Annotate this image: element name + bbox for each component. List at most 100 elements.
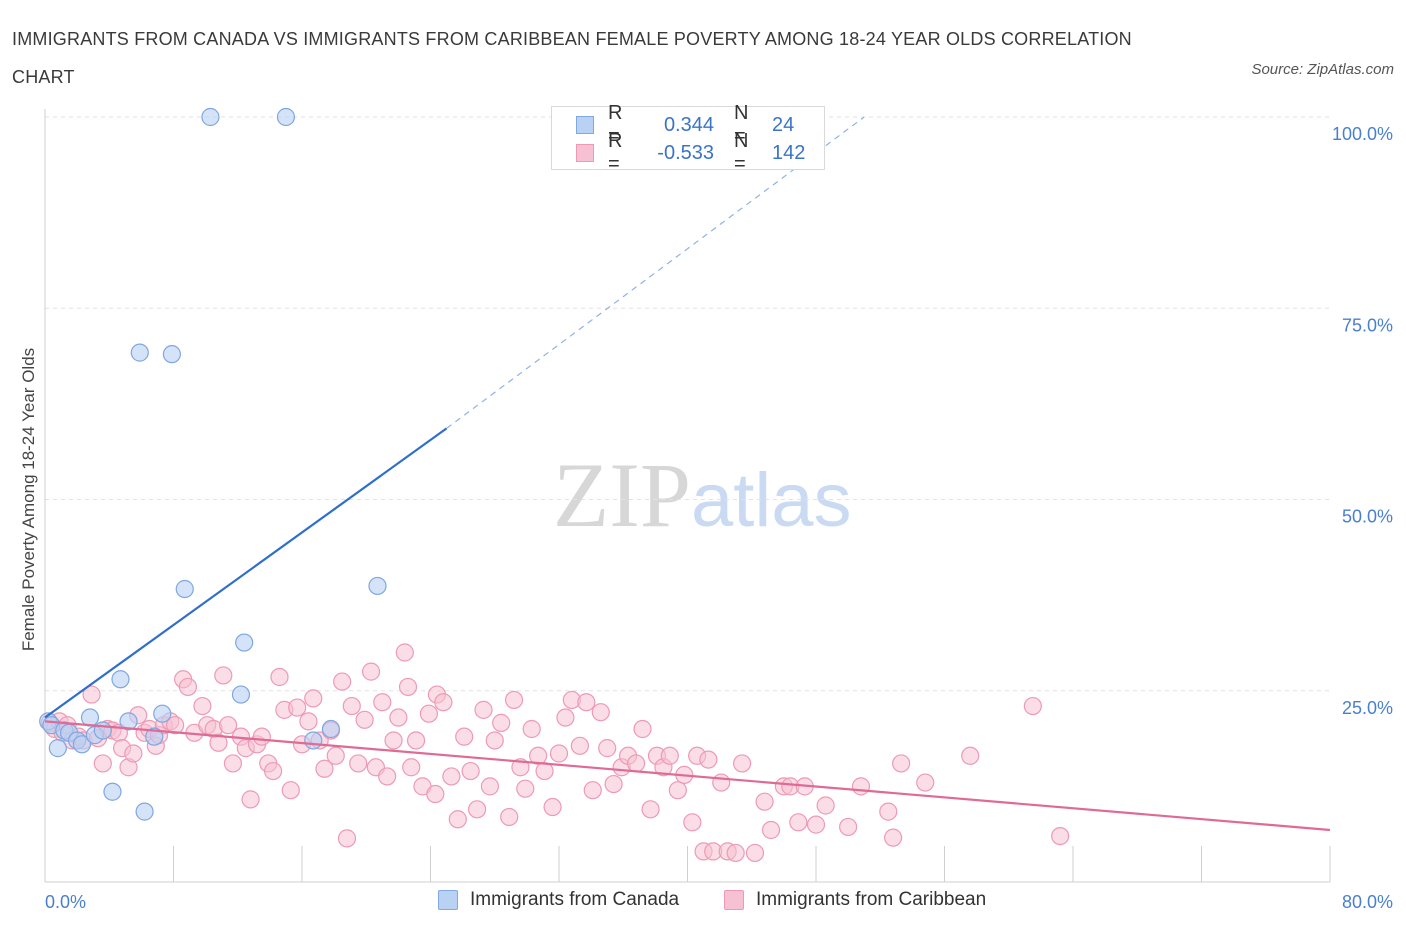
legend-caribbean[interactable]: Immigrants from Caribbean [724, 889, 986, 911]
canada-point-17 [162, 345, 181, 364]
caribbean-point-90 [549, 744, 569, 763]
legend-canada[interactable]: Immigrants from Canada [438, 889, 679, 911]
source-note: Source: ZipAtlas.com [1251, 61, 1394, 78]
y-tick-label-2: 75.0% [1342, 315, 1393, 335]
caribbean-point-118 [745, 843, 765, 863]
y-tick-label-1: 50.0% [1342, 507, 1393, 527]
caribbean-point-33 [219, 716, 238, 735]
caribbean-trend-line [44, 720, 1331, 832]
caribbean-point-135 [1051, 826, 1070, 846]
canada-r-key: R = [608, 102, 623, 147]
caribbean-point-119 [755, 792, 774, 811]
canada-n-value: 24 [772, 113, 795, 136]
caribbean-point-120 [761, 820, 781, 840]
caribbean-point-28 [193, 696, 212, 716]
caribbean-point-57 [355, 710, 374, 729]
caribbean-point-63 [389, 708, 408, 727]
caribbean-point-77 [467, 800, 487, 819]
caribbean-point-112 [699, 750, 718, 769]
canada-n-key: N = [734, 102, 749, 147]
caribbean-point-116 [726, 843, 745, 863]
caribbean-point-125 [806, 815, 826, 834]
caribbean-point-98 [604, 774, 623, 794]
canada-point-24 [321, 719, 341, 739]
caribbean-point-50 [315, 759, 334, 778]
caribbean-point-76 [461, 761, 480, 781]
caribbean-point-53 [333, 672, 352, 691]
caribbean-point-107 [668, 781, 687, 800]
y-axis-label: Female Poverty Among 18-24 Year Olds [19, 348, 38, 651]
caribbean-point-60 [373, 693, 392, 712]
caribbean-point-64 [395, 643, 414, 662]
watermark-atlas: atlas [691, 458, 852, 543]
caribbean-point-96 [591, 703, 610, 722]
caribbean-point-34 [223, 754, 243, 773]
caribbean-point-8 [82, 685, 101, 704]
canada-point-25 [368, 576, 387, 596]
legend-caribbean-swatch [724, 890, 744, 910]
caribbean-point-44 [281, 781, 300, 800]
caribbean-point-39 [252, 727, 271, 746]
caribbean-point-102 [633, 719, 652, 739]
canada-r-value: 0.344 [663, 113, 714, 136]
canada-point-16 [153, 704, 172, 723]
caribbean-r-key: R = [608, 130, 623, 175]
canada-point-7 [80, 708, 100, 727]
caribbean-point-74 [448, 810, 467, 829]
canada-point-14 [135, 802, 154, 821]
caribbean-point-72 [434, 693, 453, 712]
caribbean-point-83 [504, 690, 524, 710]
watermark-zip: ZIP [553, 444, 691, 546]
caribbean-point-56 [349, 754, 368, 773]
canada-swatch [576, 116, 594, 134]
caribbean-point-109 [683, 813, 702, 832]
caribbean-r-value: -0.533 [657, 141, 714, 164]
caribbean-point-26 [178, 677, 198, 697]
caribbean-point-82 [500, 807, 519, 827]
caribbean-point-41 [263, 761, 283, 781]
caribbean-point-91 [556, 708, 575, 727]
caribbean-point-85 [516, 779, 535, 798]
canada-point-2 [48, 739, 67, 758]
caribbean-point-131 [892, 754, 911, 773]
caribbean-point-69 [419, 704, 438, 723]
legend-canada-label: Immigrants from Canada [470, 889, 680, 910]
caribbean-point-101 [626, 754, 646, 773]
legend-canada-swatch [438, 890, 458, 910]
caribbean-point-75 [455, 727, 474, 746]
caribbean-point-61 [378, 767, 397, 786]
canada-point-19 [201, 107, 220, 127]
caribbean-point-93 [570, 736, 589, 755]
y-tick-label-3: 100.0% [1332, 124, 1393, 144]
caribbean-n-value: 142 [772, 141, 806, 164]
caribbean-point-32 [214, 666, 233, 685]
caribbean-point-106 [660, 746, 679, 765]
caribbean-point-86 [522, 719, 541, 739]
x-tick-label-0: 0.0% [45, 892, 86, 912]
canada-point-13 [130, 343, 149, 362]
canada-point-6 [72, 735, 92, 754]
legend-row-caribbean: R = -0.533 N = 142 [576, 130, 806, 175]
caribbean-point-80 [485, 731, 504, 750]
canada-point-20 [231, 685, 251, 704]
caribbean-point-58 [361, 662, 381, 681]
chart-title: IMMIGRANTS FROM CANADA VS IMMIGRANTS FRO… [12, 29, 1132, 87]
caribbean-point-128 [851, 777, 871, 796]
caribbean-point-65 [398, 677, 418, 697]
caribbean-point-79 [480, 777, 500, 796]
caribbean-point-31 [209, 733, 228, 752]
caribbean-point-10 [93, 754, 112, 773]
caribbean-point-130 [883, 828, 903, 847]
canada-point-15 [145, 727, 164, 746]
canada-point-11 [111, 670, 130, 689]
correlation-legend: R = 0.344 N = 24 R = -0.533 N = 142 [551, 102, 825, 175]
caribbean-point-54 [337, 829, 357, 848]
caribbean-point-87 [529, 746, 548, 765]
caribbean-point-132 [916, 773, 935, 792]
series-legend: Immigrants from Canada Immigrants from C… [0, 889, 1406, 915]
caribbean-point-16 [124, 744, 143, 763]
caribbean-point-129 [879, 802, 898, 821]
caribbean-point-47 [299, 712, 318, 731]
caribbean-point-45 [288, 698, 307, 717]
canada-point-21 [235, 633, 254, 652]
